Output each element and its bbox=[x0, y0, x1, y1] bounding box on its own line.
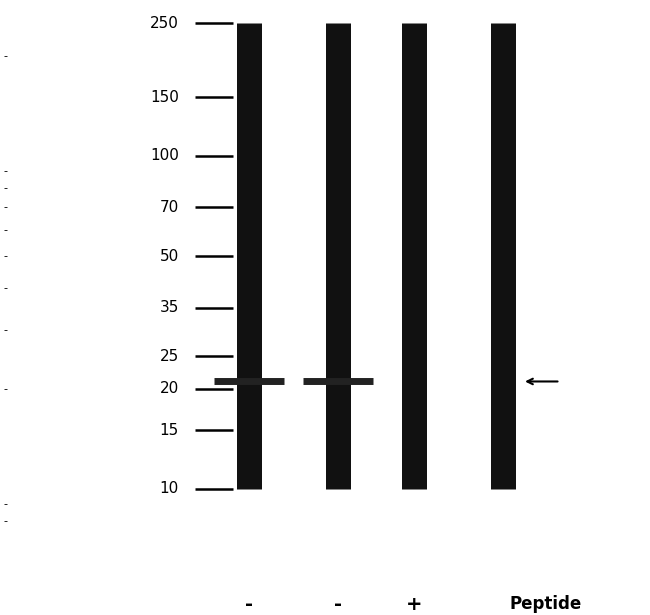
Text: 70: 70 bbox=[159, 200, 179, 215]
Text: 150: 150 bbox=[150, 90, 179, 105]
Text: 25: 25 bbox=[159, 349, 179, 363]
Text: -: - bbox=[333, 595, 342, 614]
Text: 15: 15 bbox=[159, 423, 179, 438]
Text: 35: 35 bbox=[159, 300, 179, 315]
Text: 10: 10 bbox=[159, 482, 179, 496]
Text: 250: 250 bbox=[150, 16, 179, 31]
Text: 50: 50 bbox=[159, 248, 179, 264]
Text: 20: 20 bbox=[159, 381, 179, 396]
Text: +: + bbox=[406, 595, 423, 614]
Text: 100: 100 bbox=[150, 148, 179, 164]
Text: -: - bbox=[244, 595, 253, 614]
Text: Peptide: Peptide bbox=[510, 595, 582, 613]
